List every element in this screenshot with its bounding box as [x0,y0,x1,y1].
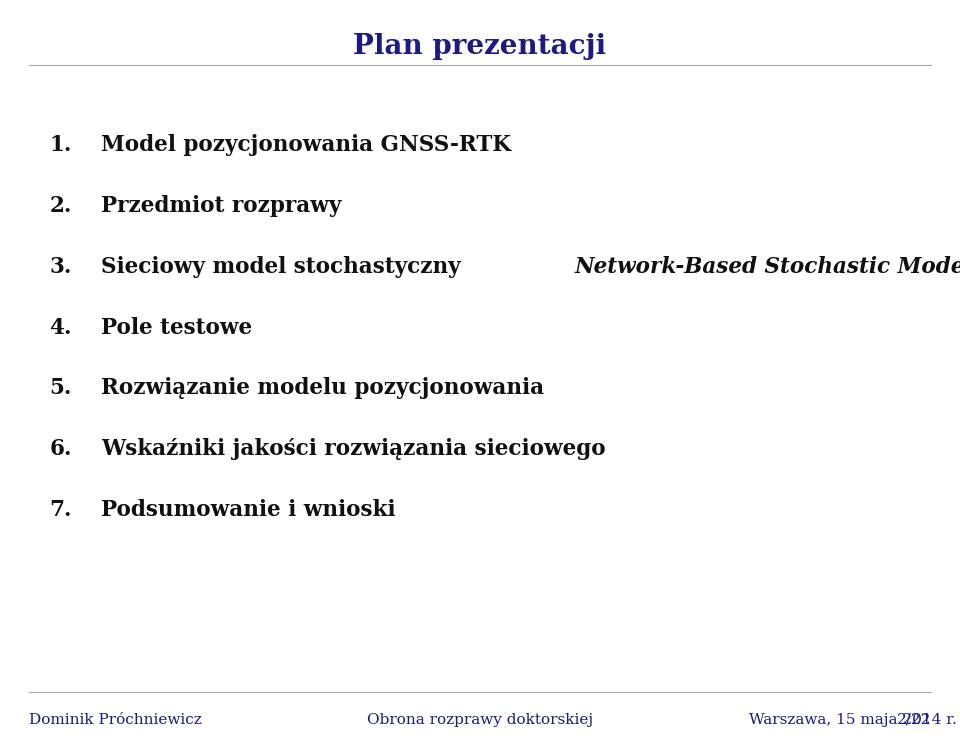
Text: Sieciowy model stochastyczny: Sieciowy model stochastyczny [101,256,468,278]
Text: Przedmiot rozprawy: Przedmiot rozprawy [101,195,341,217]
Text: 2/22: 2/22 [897,713,931,727]
Text: Pole testowe: Pole testowe [101,317,252,339]
Text: Model pozycjonowania GNSS-RTK: Model pozycjonowania GNSS-RTK [101,134,511,156]
Text: Dominik Próchniewicz: Dominik Próchniewicz [29,713,202,727]
Text: 2.: 2. [50,195,72,217]
Text: 7.: 7. [50,499,72,522]
Text: Warszawa, 15 maja 2014 r.: Warszawa, 15 maja 2014 r. [749,713,956,727]
Text: Wskaźniki jakości rozwiązania sieciowego: Wskaźniki jakości rozwiązania sieciowego [101,438,606,461]
Text: 1.: 1. [50,134,72,156]
Text: 5.: 5. [50,377,72,400]
Text: Network-Based Stochastic Model: Network-Based Stochastic Model [574,256,960,278]
Text: Obrona rozprawy doktorskiej: Obrona rozprawy doktorskiej [367,713,593,727]
Text: Podsumowanie i wnioski: Podsumowanie i wnioski [101,499,396,522]
Text: Rozwiązanie modelu pozycjonowania: Rozwiązanie modelu pozycjonowania [101,377,544,400]
Text: 4.: 4. [50,317,72,339]
Text: Plan prezentacji: Plan prezentacji [353,33,607,60]
Text: 6.: 6. [50,438,72,461]
Text: 3.: 3. [50,256,72,278]
